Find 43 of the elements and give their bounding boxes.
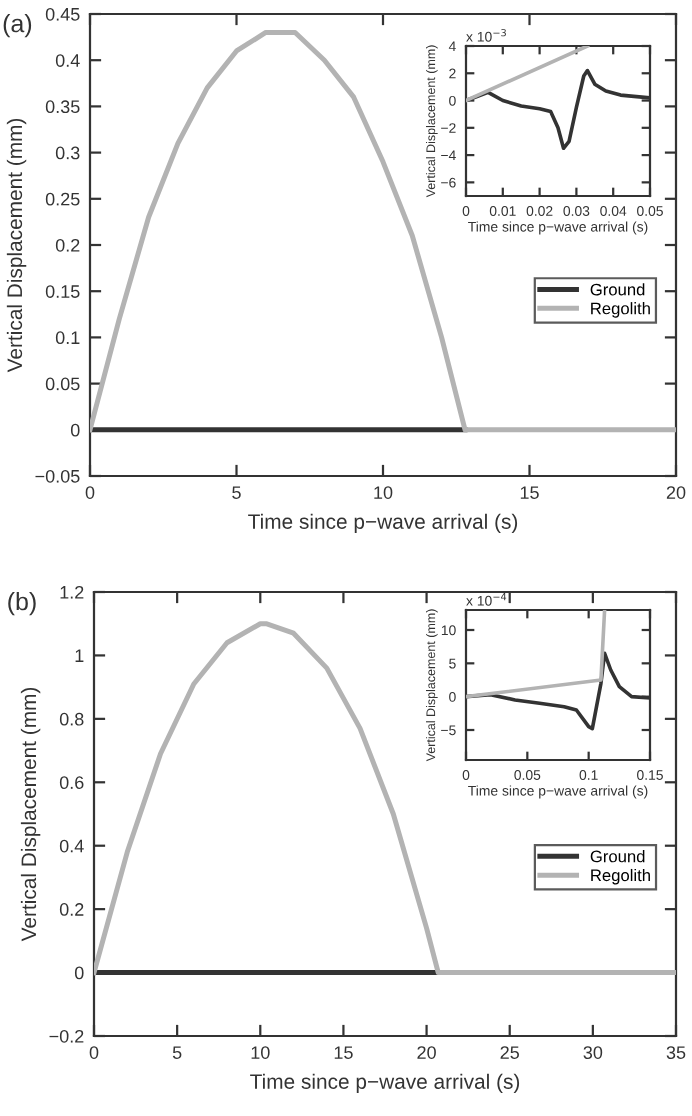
chart-title: (b): [8, 592, 36, 616]
y-tick-label: 0.45: [45, 7, 80, 21]
y-tick-label: 0.05: [45, 377, 80, 391]
x-tick-label: 0: [89, 1046, 99, 1059]
y-tick-label: 0.15: [45, 285, 80, 298]
x-tick-label: 5: [232, 486, 241, 499]
y-tick-label: 0.3: [55, 146, 80, 160]
x-tick-label: 20: [666, 486, 686, 499]
y-tick-label: −0.05: [35, 469, 80, 483]
x-tick-label: 10: [251, 1046, 270, 1059]
y-tick-label: −0.2: [49, 1029, 84, 1043]
y-axis-title: Vertical Displacement (mm): [6, 118, 27, 373]
x-axis-title: Time since p−wave arrival (s): [250, 1073, 520, 1094]
legend-label: Regolith: [591, 868, 650, 885]
legend-label: Regolith: [591, 302, 650, 318]
y-tick-label: 0.2: [59, 903, 84, 916]
x-tick-label: 20: [417, 1046, 436, 1059]
y-tick-label: 0.25: [45, 192, 80, 206]
line-series: [90, 29, 676, 433]
x-axis-title: Time since p−wave arrival (s): [248, 513, 518, 534]
y-tick-label: 0.35: [45, 100, 80, 114]
x-tick-label: 15: [334, 1046, 353, 1059]
x-tick-label: 35: [666, 1046, 686, 1059]
y-tick-label: 0.4: [59, 839, 84, 853]
y-tick-label: 0: [70, 423, 80, 437]
x-tick-label: 0: [85, 486, 95, 499]
x-tick-label: 5: [172, 1046, 182, 1059]
legend-label: Ground: [590, 850, 645, 863]
x-tick-label: 25: [500, 1046, 519, 1059]
y-tick-label: 0.4: [55, 54, 80, 67]
chart-title: (a): [3, 14, 32, 38]
x-tick-label: 10: [374, 486, 393, 499]
x-tick-label: 30: [583, 1046, 603, 1059]
y-tick-label: 1.2: [60, 585, 84, 599]
y-tick-label: 0: [74, 966, 84, 980]
y-tick-label: 0.1: [55, 331, 80, 345]
y-tick-label: 0.2: [55, 238, 80, 252]
y-tick-label: 0.8: [59, 712, 84, 726]
legend-label: Ground: [590, 283, 645, 296]
x-tick-label: 15: [520, 486, 539, 499]
y-axis-title: Vertical Displacement (mm): [20, 687, 41, 942]
y-tick-label: 0.6: [59, 776, 84, 790]
y-tick-label: 1: [75, 649, 84, 662]
